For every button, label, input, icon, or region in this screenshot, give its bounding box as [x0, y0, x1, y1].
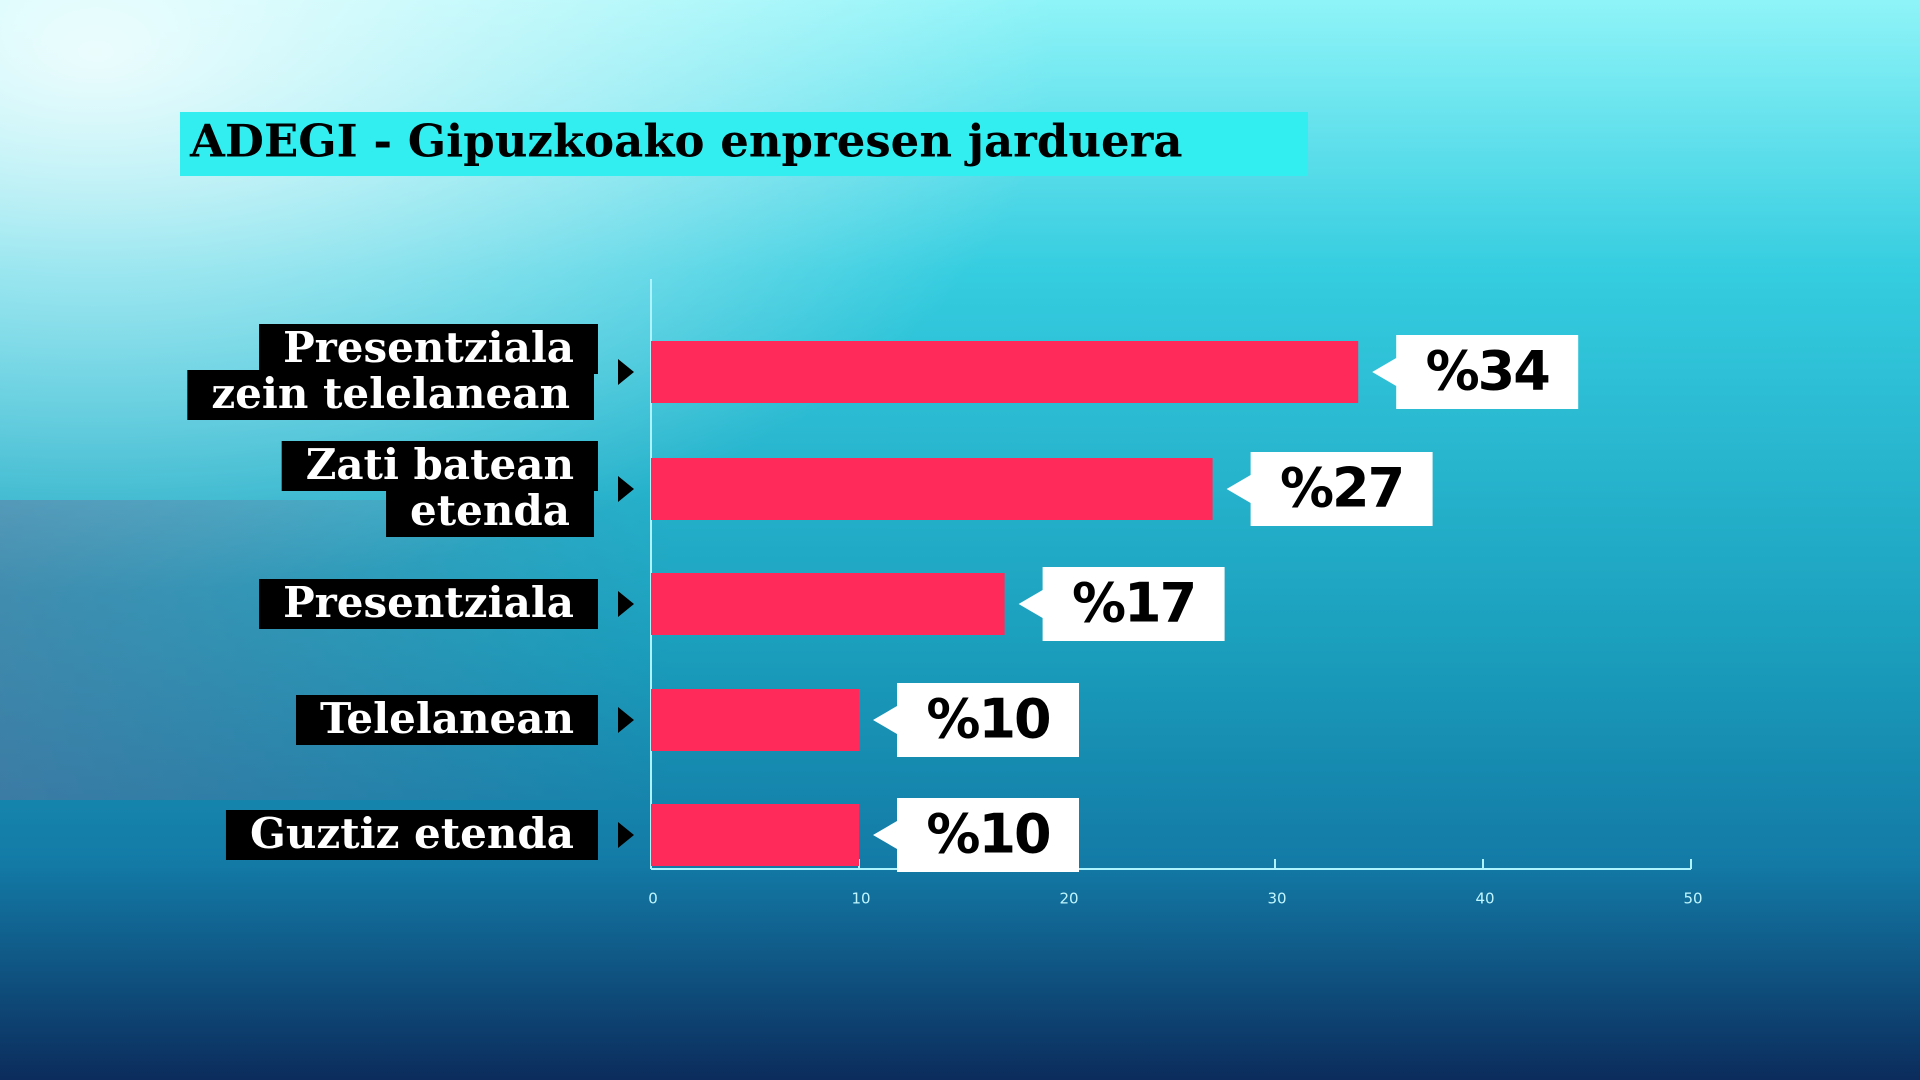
- category-label: Zati batean: [306, 440, 574, 489]
- x-tick-label: 40: [1475, 890, 1494, 908]
- category-label: Telelanean: [320, 694, 574, 743]
- category-label: Presentziala: [283, 323, 574, 372]
- x-tick-label: 10: [851, 890, 870, 908]
- category-label-box: [295, 695, 598, 745]
- value-label: %27: [1280, 457, 1403, 520]
- category-label-box: [225, 810, 598, 860]
- bar: [651, 689, 859, 751]
- title-box: [180, 112, 1308, 176]
- value-label: %10: [926, 688, 1049, 751]
- category-arrow: [618, 707, 634, 733]
- bar: [651, 341, 1359, 403]
- category-label: zein telelanean: [211, 369, 570, 418]
- bar: [651, 573, 1005, 635]
- bar: [651, 804, 859, 866]
- category-label-box: [259, 579, 598, 629]
- category-arrow: [618, 476, 634, 502]
- bar: [651, 458, 1213, 520]
- category-arrow: [618, 822, 634, 848]
- category-arrow: [618, 591, 634, 617]
- category-label-box: [259, 324, 598, 374]
- category-label: etenda: [410, 486, 570, 535]
- category-arrow: [618, 359, 634, 385]
- chart-title: ADEGI - Gipuzkoako enpresen jarduera: [189, 115, 1183, 168]
- x-tick-label: 20: [1059, 890, 1078, 908]
- value-label-box: [1018, 567, 1225, 641]
- x-tick-label: 50: [1683, 890, 1702, 908]
- value-label: %34: [1426, 340, 1550, 403]
- category-label-box: [187, 370, 594, 420]
- category-label-box: [281, 441, 598, 491]
- category-label-box: [386, 487, 594, 537]
- x-tick-label: 0: [648, 890, 658, 908]
- value-label: %10: [926, 803, 1049, 866]
- x-tick-label: 30: [1267, 890, 1286, 908]
- category-label: Guztiz etenda: [250, 809, 574, 858]
- category-label: Presentziala: [283, 578, 574, 627]
- value-label-box: [1226, 452, 1433, 526]
- value-label: %17: [1072, 572, 1195, 635]
- value-label-box: [1372, 335, 1579, 409]
- value-label-box: [873, 798, 1079, 872]
- value-label-box: [873, 683, 1079, 757]
